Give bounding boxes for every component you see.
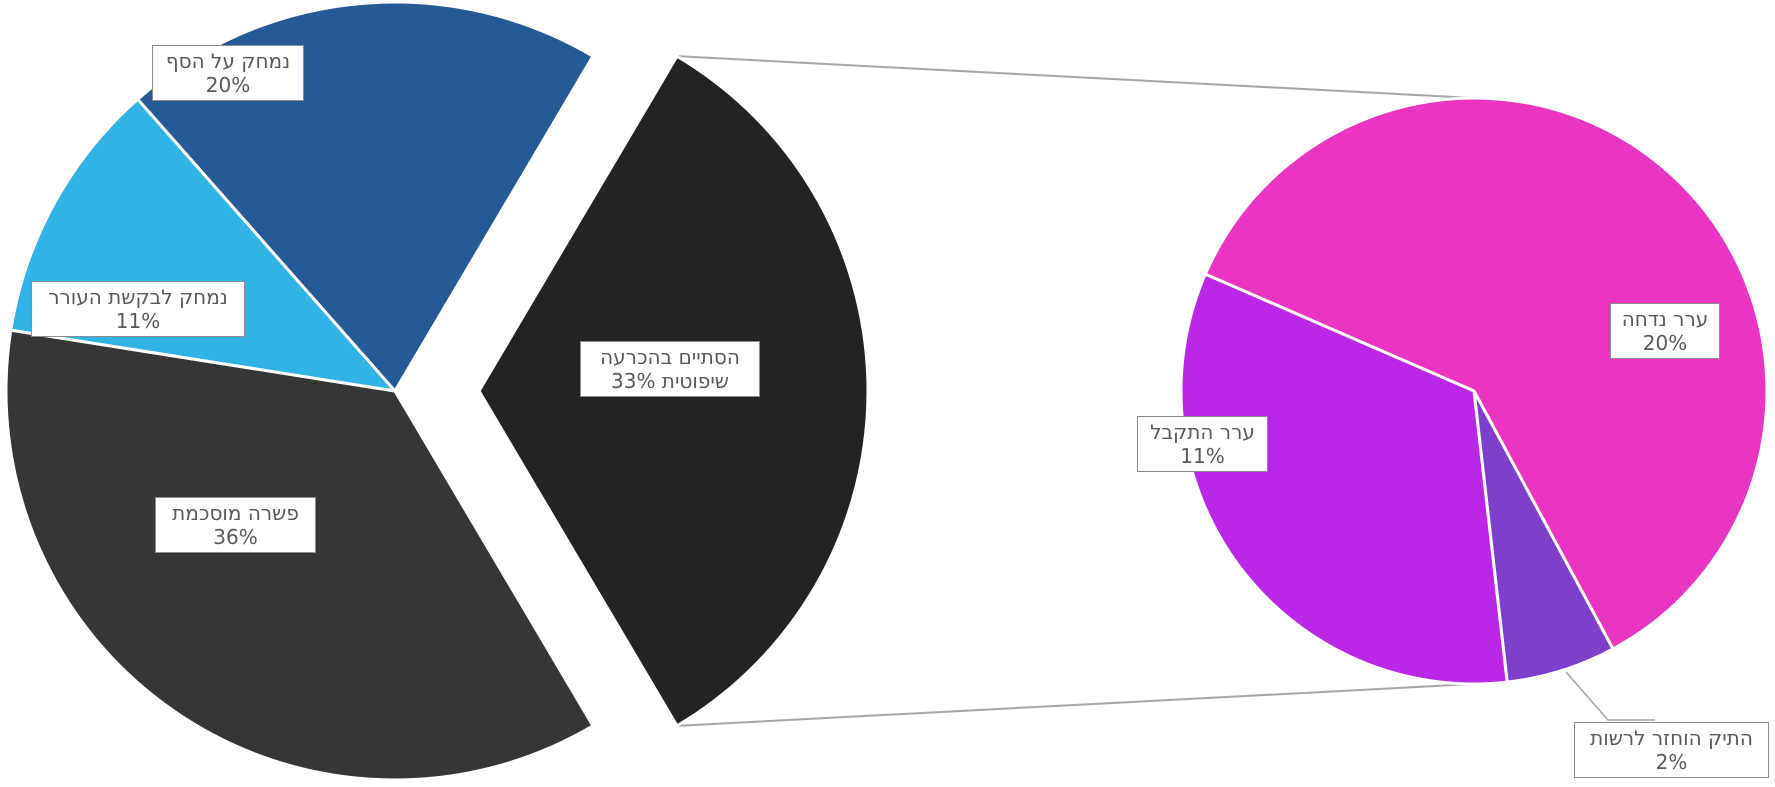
label-dismissed-outright: נמחק על הסף 20% [152,45,304,101]
label-value: 36% [213,525,258,549]
label-text: ערר התקבל [1150,420,1255,444]
label-text: נמחק על הסף [165,49,291,73]
label-text: הסתיים בהכרעה [600,345,740,369]
connector-bottom [676,683,1475,727]
label-text: ערר נדחה [1621,307,1709,331]
label-value: 2% [1655,750,1688,774]
label-text: נמחק לבקשת העורר [48,285,228,309]
label-judicial-decision: הסתיים בהכרעה שיפוטית 33% [580,341,760,397]
label-value: 20% [1642,331,1688,355]
slice-agreed-settlement [4,328,595,782]
label-appeal-accepted: ערר התקבל 11% [1137,416,1268,472]
label-deleted-by-request: נמחק לבקשת העורר 11% [31,281,245,337]
secondary-pie [1179,96,1769,686]
connector-lines [676,55,1475,727]
label-agreed-settlement: פשרה מוסכמת 36% [155,497,316,553]
connector-top [676,55,1475,99]
label-value: שיפוטית 33% [611,369,729,393]
leader-line-returned-to-authority [1565,671,1655,721]
label-value: 11% [115,309,161,333]
label-value: 20% [205,73,251,97]
label-value: 11% [1180,444,1225,468]
label-appeal-rejected: ערר נדחה 20% [1610,303,1720,359]
label-text: פשרה מוסכמת [172,501,299,525]
slice-appeal-accepted [1179,272,1509,686]
slice-appeal-rejected [1203,96,1769,651]
label-returned-to-authority: התיק הוחזר לרשות 2% [1574,722,1769,778]
label-text: התיק הוחזר לרשות [1590,726,1753,750]
leader-lines [1565,671,1655,721]
